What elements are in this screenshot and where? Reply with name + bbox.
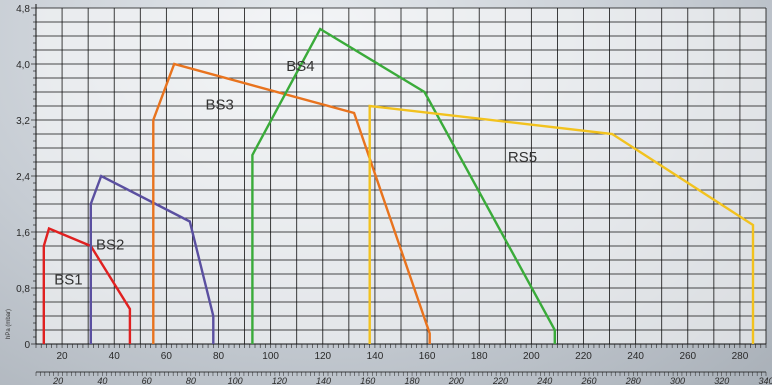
y-tick-label: 4,0 <box>16 60 30 71</box>
x2-tick-label: 200 <box>448 376 464 385</box>
y-tick-label: 1,6 <box>16 228 30 239</box>
x2-tick-label: 60 <box>142 376 152 385</box>
x-tick-label: 240 <box>627 351 644 362</box>
series-line-bs1 <box>42 226 132 344</box>
x2-tick-label: 80 <box>186 376 196 385</box>
x2-tick-label: 320 <box>714 376 729 385</box>
x-tick-label: 60 <box>161 351 173 362</box>
x-tick-label: 180 <box>471 351 488 362</box>
y-tick-label: 2,4 <box>16 172 30 183</box>
x2-tick-label: 280 <box>625 376 641 385</box>
x2-tick-label: 340 <box>758 376 772 385</box>
x-tick-label: 40 <box>109 351 121 362</box>
series-line-bs4 <box>251 27 556 344</box>
x-tick-label: 120 <box>314 351 331 362</box>
x2-tick-label: 120 <box>272 376 287 385</box>
x-tick-label: 140 <box>367 351 384 362</box>
x2-tick-label: 140 <box>316 376 331 385</box>
x2-tick-label: 20 <box>52 376 63 385</box>
x2-tick-label: 160 <box>360 376 375 385</box>
series-line-bs3 <box>152 62 431 344</box>
x-tick-label: 200 <box>523 351 540 362</box>
x2-tick-label: 180 <box>405 376 420 385</box>
x-tick-label: 20 <box>57 351 69 362</box>
y-tick-label: 3,2 <box>16 116 30 127</box>
x2-tick-label: 300 <box>670 376 685 385</box>
x-tick-label: 260 <box>679 351 696 362</box>
y-tick-label: 0 <box>24 340 30 351</box>
x2-tick-label: 240 <box>536 376 552 385</box>
x2-tick-label: 260 <box>581 376 597 385</box>
series-label-bs1: BS1 <box>54 272 82 289</box>
x-tick-label: 160 <box>419 351 436 362</box>
y-tick-label: 0,8 <box>16 284 30 295</box>
x-tick-label: 280 <box>732 351 749 362</box>
y-axis-label: hPa (mbar) <box>6 309 12 339</box>
series-line-rs5 <box>368 104 755 344</box>
series-label-bs2: BS2 <box>96 237 124 254</box>
series-label-bs3: BS3 <box>205 97 233 114</box>
x-tick-label: 220 <box>575 351 592 362</box>
x2-tick-label: 40 <box>97 376 107 385</box>
x2-tick-label: 220 <box>492 376 508 385</box>
x-tick-label: 100 <box>262 351 279 362</box>
series-line-bs2 <box>89 174 215 344</box>
series-label-rs5: RS5 <box>508 149 537 166</box>
x2-tick-label: 100 <box>228 376 243 385</box>
series-label-bs4: BS4 <box>286 58 314 75</box>
y-tick-label: 4,8 <box>16 4 30 15</box>
x-tick-label: 80 <box>213 351 225 362</box>
